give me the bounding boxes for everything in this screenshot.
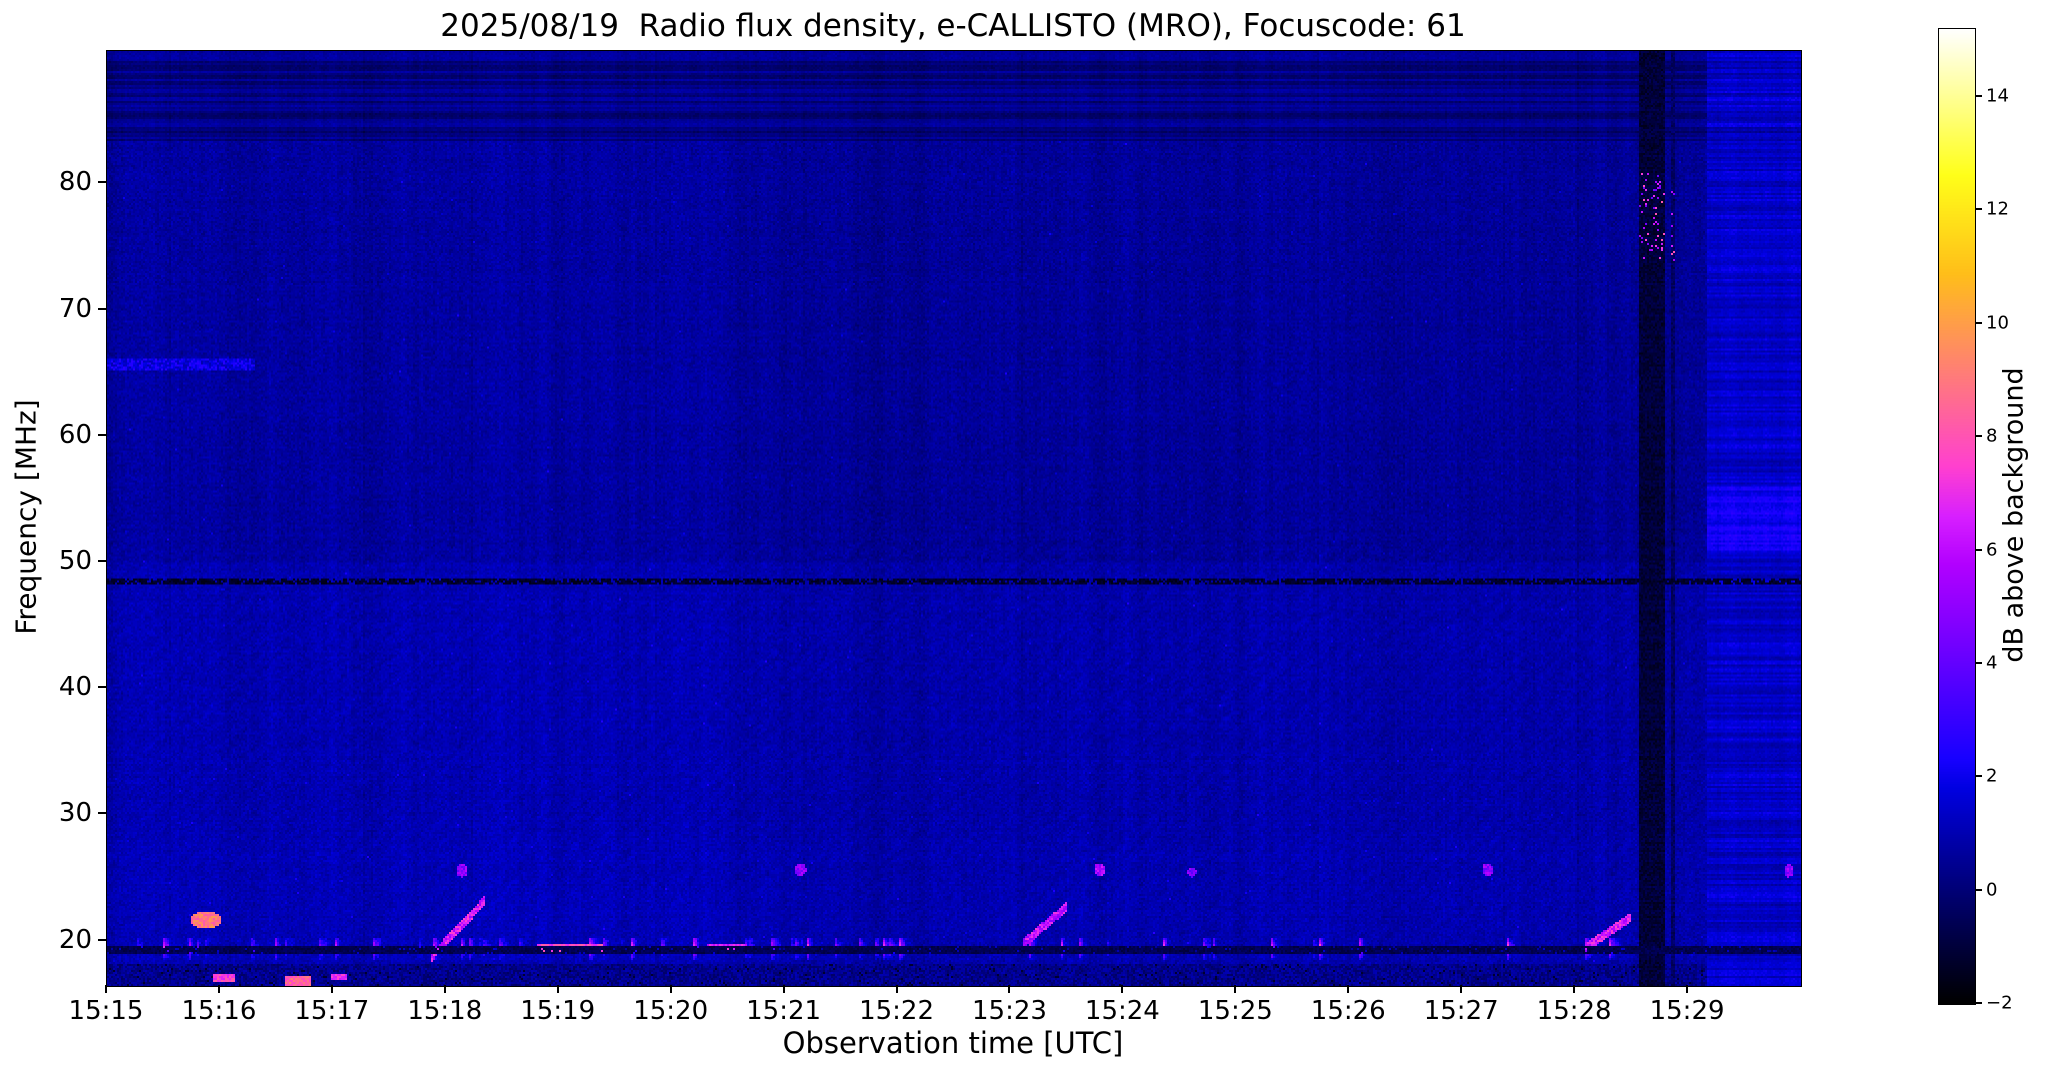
x-tick-mark (1573, 985, 1576, 993)
y-tick-mark (98, 560, 106, 563)
x-tick-label: 15:18 (407, 996, 483, 1026)
y-tick-mark (98, 812, 106, 815)
x-tick-mark (1347, 985, 1350, 993)
y-tick-label: 20 (58, 924, 92, 955)
colorbar-tick-mark (1975, 208, 1982, 211)
x-tick-label: 15:26 (1310, 996, 1386, 1026)
colorbar-tick-mark (1975, 435, 1982, 438)
colorbar-tick-label: −2 (1986, 992, 2013, 1014)
x-tick-mark (895, 985, 898, 993)
colorbar-tick-label: 8 (1986, 425, 1998, 447)
colorbar-tick-mark (1975, 95, 1982, 98)
y-tick-label: 70 (58, 293, 92, 324)
colorbar-tick-label: 4 (1986, 652, 1998, 674)
x-tick-mark (1121, 985, 1124, 993)
x-tick-label: 15:19 (520, 996, 596, 1026)
spectrogram-canvas (107, 51, 1801, 986)
y-tick-label: 50 (58, 546, 92, 577)
x-tick-mark (105, 985, 107, 993)
y-tick-label: 40 (58, 672, 92, 703)
x-tick-label: 15:25 (1197, 996, 1273, 1026)
colorbar-tick-label: 6 (1986, 539, 1998, 560)
x-tick-mark (782, 985, 785, 993)
colorbar-canvas (1939, 29, 1975, 1004)
x-tick-mark (330, 985, 333, 993)
x-tick-mark (443, 985, 446, 993)
x-tick-label: 15:29 (1649, 996, 1725, 1026)
y-tick-label: 30 (58, 798, 92, 829)
x-axis-label: Observation time [UTC] (782, 1026, 1124, 1060)
x-tick-mark (217, 985, 220, 993)
x-tick-label: 15:22 (859, 996, 934, 1026)
plot-area (106, 50, 1802, 987)
x-tick-mark (1234, 985, 1237, 993)
colorbar-tick-label: 14 (1986, 85, 2009, 107)
x-tick-label: 15:21 (746, 996, 822, 1026)
x-tick-label: 15:17 (294, 996, 370, 1026)
x-tick-mark (1008, 985, 1011, 993)
x-tick-label: 15:23 (971, 996, 1047, 1026)
colorbar-tick-mark (1975, 775, 1982, 778)
colorbar (1938, 28, 1976, 1005)
colorbar-tick-mark (1975, 1002, 1982, 1004)
y-tick-mark (98, 938, 106, 941)
x-tick-label: 15:15 (68, 996, 144, 1026)
y-tick-label: 60 (58, 419, 92, 450)
y-tick-label: 80 (58, 167, 92, 198)
colorbar-tick-mark (1975, 548, 1982, 551)
colorbar-tick-label: 10 (1986, 312, 2009, 334)
colorbar-tick-mark (1975, 888, 1982, 891)
x-tick-mark (1686, 985, 1689, 993)
colorbar-tick-mark (1975, 321, 1982, 324)
x-tick-mark (556, 985, 559, 993)
x-tick-label: 15:28 (1536, 996, 1612, 1026)
colorbar-tick-mark (1975, 661, 1982, 664)
colorbar-label: dB above background (1998, 367, 2030, 663)
x-tick-label: 15:20 (633, 996, 709, 1026)
colorbar-tick-label: 12 (1986, 198, 2009, 220)
colorbar-tick-label: 0 (1986, 879, 1998, 901)
y-tick-mark (98, 307, 106, 310)
x-tick-mark (669, 985, 672, 993)
y-tick-mark (98, 433, 106, 436)
x-tick-label: 15:16 (181, 996, 257, 1026)
x-tick-mark (1460, 985, 1463, 993)
x-tick-label: 15:24 (1084, 996, 1160, 1026)
colorbar-tick-label: 2 (1986, 765, 1998, 787)
y-tick-mark (98, 181, 106, 184)
y-tick-mark (98, 686, 106, 689)
chart-title: 2025/08/19 Radio flux density, e-CALLIST… (440, 8, 1466, 44)
x-tick-label: 15:27 (1423, 996, 1499, 1026)
